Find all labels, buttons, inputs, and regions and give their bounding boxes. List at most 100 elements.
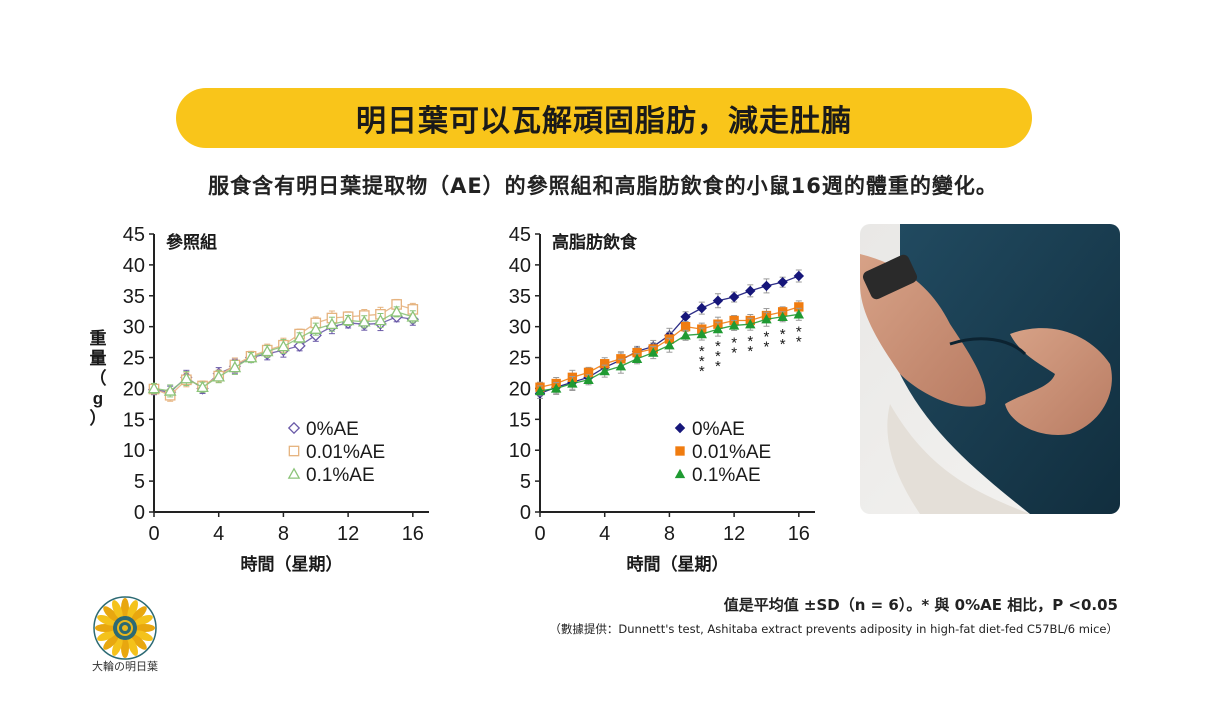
x-tick-label: 12 [723, 523, 745, 545]
data-point [712, 295, 724, 306]
brand-name: 大輪の明日葉 [92, 660, 158, 673]
data-point [761, 314, 772, 324]
x-tick-label: 4 [213, 523, 224, 545]
y-tick-label: 0 [134, 502, 145, 524]
significance-star: * [780, 326, 786, 343]
legend-marker [287, 421, 301, 435]
x-tick-label: 4 [599, 523, 610, 545]
page-title: 明日葉可以瓦解頑固脂肪，減走肚腩 [356, 104, 852, 139]
data-point [374, 313, 387, 326]
y-tick-label: 10 [123, 440, 145, 462]
data-point [696, 328, 707, 339]
significance-star: * [731, 344, 737, 361]
data-point [180, 372, 193, 384]
data-point [325, 317, 339, 330]
significance-star: * [796, 333, 802, 350]
data-point [712, 323, 724, 334]
chart-title: 高脂肪飲食 [552, 232, 638, 252]
y-tick-label: 40 [123, 255, 145, 277]
legend-marker [675, 446, 685, 456]
legend-label: 0.1%AE [306, 465, 375, 486]
data-point [600, 359, 610, 369]
x-tick-label: 0 [148, 523, 159, 545]
data-point [680, 330, 691, 340]
x-tick-label: 16 [402, 523, 424, 545]
significance-star: * [731, 334, 737, 351]
significance-star: * [699, 363, 705, 380]
sunflower-logo-icon [93, 596, 157, 660]
significance-star: * [699, 343, 705, 360]
data-point [244, 351, 258, 363]
data-point [277, 339, 290, 352]
significance-star: * [764, 328, 770, 345]
data-point [163, 384, 177, 396]
y-tick-label: 10 [509, 440, 531, 462]
data-point [728, 291, 740, 303]
y-tick-label: 25 [509, 348, 531, 370]
significance-star: * [715, 348, 721, 365]
data-point [696, 302, 707, 314]
legend-marker [287, 467, 301, 479]
data-point [680, 321, 691, 332]
data-point [534, 385, 546, 396]
y-tick-label: 20 [509, 378, 531, 400]
data-point [777, 311, 788, 321]
significance-star: * [764, 338, 770, 355]
y-tick-label: 15 [123, 409, 145, 431]
data-point [567, 378, 578, 388]
y-tick-label: 40 [509, 255, 531, 277]
data-point [583, 374, 594, 384]
data-point [745, 285, 756, 297]
x-tick-label: 8 [664, 523, 675, 545]
y-axis-label: 重量（ g） [90, 328, 107, 428]
legend-label: 0%AE [306, 419, 359, 440]
y-tick-label: 5 [134, 471, 145, 493]
page-subtitle: 服食含有明日葉提取物（AE）的參照組和高脂肪飲食的小鼠16週的體重的變化。 [208, 174, 998, 198]
x-tick-label: 12 [337, 523, 359, 545]
data-point [793, 270, 805, 282]
y-tick-label: 15 [509, 409, 531, 431]
data-point [212, 370, 226, 382]
data-point [341, 313, 355, 326]
legend-marker [288, 445, 300, 457]
x-tick-label: 16 [788, 523, 810, 545]
data-point [794, 302, 804, 312]
data-point [406, 310, 420, 322]
x-tick-label: 8 [278, 523, 289, 545]
data-point [793, 309, 805, 319]
data-point [761, 280, 772, 292]
data-point [599, 365, 610, 376]
legend-marker [674, 468, 686, 479]
data-point [293, 331, 306, 343]
data-point [550, 383, 562, 393]
data-point [631, 353, 643, 363]
data-point [357, 315, 371, 327]
x-tick-label: 0 [534, 523, 545, 545]
legend-label: 0%AE [692, 419, 745, 440]
significance-star: * [780, 336, 786, 353]
significance-star: * [699, 353, 705, 370]
data-point [632, 347, 642, 358]
data-point [228, 360, 242, 373]
y-tick-label: 0 [520, 502, 531, 524]
title-banner: 明日葉可以瓦解頑固脂肪，減走肚腩 [176, 88, 1032, 148]
y-tick-label: 45 [123, 224, 145, 246]
data-point [583, 367, 594, 378]
data-point [196, 380, 209, 393]
x-axis-label: 時間（星期） [241, 554, 343, 574]
y-tick-label: 30 [123, 317, 145, 339]
y-tick-label: 5 [520, 471, 531, 493]
data-point [728, 320, 740, 330]
chart-title: 參照組 [166, 232, 217, 252]
y-tick-label: 35 [123, 286, 145, 308]
significance-star: * [796, 323, 802, 340]
y-tick-label: 20 [123, 378, 145, 400]
stats-note: 值是平均值 ±SD（n = 6）。* 與 0%AE 相比，P <0.05 [723, 596, 1118, 614]
legend-marker [674, 422, 686, 434]
data-point [648, 347, 659, 357]
significance-star: * [715, 338, 721, 355]
y-tick-label: 45 [509, 224, 531, 246]
legend-label: 0.01%AE [306, 442, 385, 463]
